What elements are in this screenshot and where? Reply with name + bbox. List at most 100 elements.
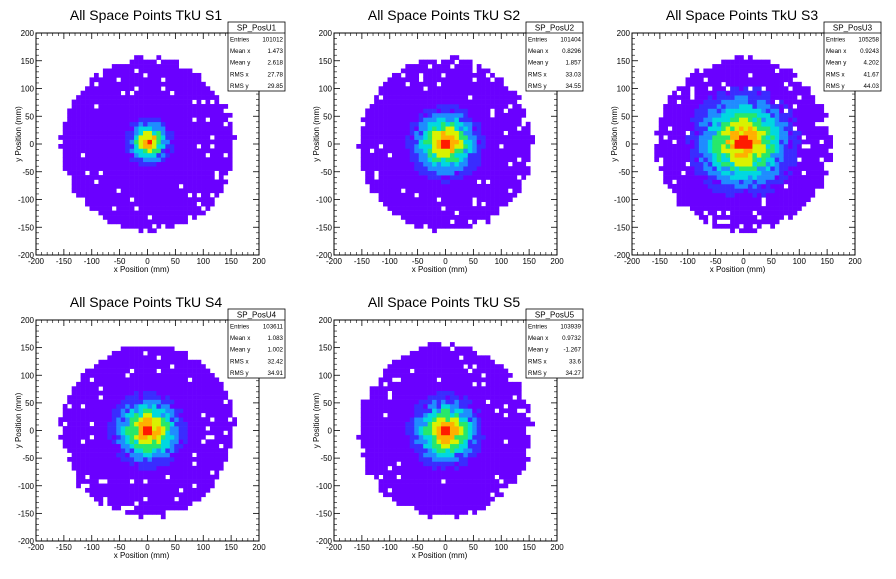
heatmap-bin bbox=[739, 148, 744, 153]
heatmap-bin bbox=[156, 82, 161, 87]
heatmap-bin bbox=[107, 211, 112, 216]
heatmap-bin bbox=[201, 479, 206, 484]
heatmap-bin bbox=[121, 492, 126, 497]
heatmap-bin bbox=[205, 180, 210, 185]
heatmap-bin bbox=[815, 117, 820, 122]
heatmap-bin bbox=[472, 82, 477, 87]
heatmap-bin bbox=[499, 202, 504, 207]
heatmap-bin bbox=[779, 206, 784, 211]
heatmap-bin bbox=[806, 197, 811, 202]
heatmap-bin bbox=[699, 104, 704, 109]
heatmap-bin bbox=[739, 113, 744, 118]
heatmap-bin bbox=[441, 144, 446, 149]
heatmap-bin bbox=[139, 461, 144, 466]
heatmap-bin bbox=[219, 175, 224, 180]
heatmap-bin bbox=[463, 140, 468, 145]
heatmap-bin bbox=[699, 140, 704, 145]
heatmap-bin bbox=[730, 180, 735, 185]
heatmap-bin bbox=[819, 108, 824, 113]
heatmap-bin bbox=[490, 157, 495, 162]
heatmap-bin bbox=[161, 131, 166, 136]
heatmap-bin bbox=[165, 506, 170, 511]
heatmap-bin bbox=[463, 73, 468, 78]
heatmap-bin bbox=[188, 386, 193, 391]
heatmap-bin bbox=[94, 202, 99, 207]
heatmap-bin bbox=[188, 413, 193, 418]
heatmap-bin bbox=[392, 77, 397, 82]
heatmap-bin bbox=[463, 108, 468, 113]
heatmap-bin bbox=[379, 131, 384, 136]
heatmap-bin bbox=[441, 148, 446, 153]
heatmap-bin bbox=[197, 211, 202, 216]
heatmap-bin bbox=[477, 175, 482, 180]
heatmap-bin bbox=[170, 492, 175, 497]
heatmap-bin bbox=[677, 113, 682, 118]
heatmap-bin bbox=[370, 131, 375, 136]
heatmap-bin bbox=[379, 126, 384, 131]
heatmap-bin bbox=[121, 386, 126, 391]
heatmap-bin bbox=[183, 466, 188, 471]
heatmap-bin bbox=[219, 166, 224, 171]
heatmap-bin bbox=[179, 461, 184, 466]
heatmap-bin bbox=[98, 422, 103, 427]
heatmap-bin bbox=[428, 202, 433, 207]
heatmap-bin bbox=[205, 148, 210, 153]
heatmap-bin bbox=[432, 197, 437, 202]
heatmap-bin bbox=[121, 417, 126, 422]
heatmap-bin bbox=[686, 113, 691, 118]
heatmap-bin bbox=[512, 180, 517, 185]
heatmap-bin bbox=[143, 470, 148, 475]
heatmap-bin bbox=[156, 360, 161, 365]
heatmap-bin bbox=[192, 157, 197, 162]
heatmap-bin bbox=[477, 113, 482, 118]
heatmap-bin bbox=[423, 104, 428, 109]
heatmap-bin bbox=[139, 82, 144, 87]
heatmap-bin bbox=[134, 484, 139, 489]
heatmap-bin bbox=[681, 135, 686, 140]
heatmap-bin bbox=[708, 113, 713, 118]
heatmap-bin bbox=[134, 91, 139, 96]
heatmap-bin bbox=[197, 488, 202, 493]
heatmap-bin bbox=[694, 193, 699, 198]
heatmap-bin bbox=[94, 408, 99, 413]
heatmap-bin bbox=[686, 91, 691, 96]
heatmap-bin bbox=[463, 148, 468, 153]
heatmap-bin bbox=[801, 188, 806, 193]
heatmap-bin bbox=[197, 382, 202, 387]
heatmap-bin bbox=[441, 188, 446, 193]
heatmap-bin bbox=[396, 113, 401, 118]
heatmap-bin bbox=[72, 184, 77, 189]
heatmap-bin bbox=[121, 484, 126, 489]
heatmap-bin bbox=[486, 184, 491, 189]
heatmap-bin bbox=[405, 95, 410, 100]
heatmap-bin bbox=[165, 448, 170, 453]
heatmap-bin bbox=[761, 166, 766, 171]
heatmap-bin bbox=[165, 77, 170, 82]
heatmap-bin bbox=[148, 108, 153, 113]
heatmap-bin bbox=[139, 144, 144, 149]
heatmap-bin bbox=[419, 122, 424, 127]
heatmap-bin bbox=[703, 197, 708, 202]
heatmap-bin bbox=[730, 131, 735, 136]
heatmap-bin bbox=[130, 501, 135, 506]
heatmap-bin bbox=[757, 184, 762, 189]
heatmap-bin bbox=[139, 117, 144, 122]
heatmap-bin bbox=[98, 475, 103, 480]
heatmap-bin bbox=[94, 153, 99, 158]
heatmap-bin bbox=[161, 413, 166, 418]
heatmap-bin bbox=[419, 148, 424, 153]
heatmap-bin bbox=[170, 488, 175, 493]
heatmap-bin bbox=[726, 104, 731, 109]
heatmap-bin bbox=[165, 86, 170, 91]
heatmap-bin bbox=[94, 184, 99, 189]
heatmap-bin bbox=[152, 184, 157, 189]
heatmap-bin bbox=[179, 475, 184, 480]
heatmap-bin bbox=[152, 382, 157, 387]
heatmap-bin bbox=[134, 82, 139, 87]
heatmap-bin bbox=[486, 77, 491, 82]
heatmap-bin bbox=[143, 466, 148, 471]
heatmap-bin bbox=[67, 144, 72, 149]
heatmap-bin bbox=[103, 448, 108, 453]
heatmap-bin bbox=[677, 171, 682, 176]
heatmap-bin bbox=[712, 175, 717, 180]
